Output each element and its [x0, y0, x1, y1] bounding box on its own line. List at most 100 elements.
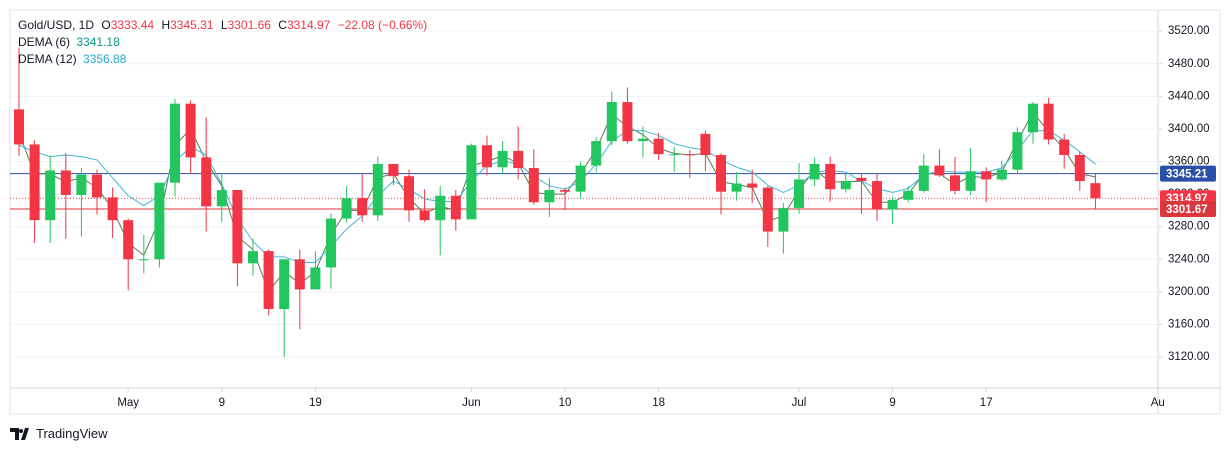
- candle-body: [310, 267, 321, 290]
- candle-body: [716, 155, 726, 192]
- candle-body: [965, 171, 976, 191]
- candle-body: [762, 187, 773, 232]
- x-tick-label: 9: [219, 397, 225, 409]
- ohlc-row: Gold/USD, 1D O3333.44 H3345.31 L3301.66 …: [18, 17, 427, 34]
- y-tick-label: 3480.00: [1168, 58, 1210, 70]
- candle-body: [170, 103, 180, 183]
- open-prefix: O: [101, 18, 111, 32]
- indicator-value: 3341.18: [76, 35, 120, 49]
- y-tick-label: 3440.00: [1168, 90, 1210, 102]
- candle-body: [840, 181, 851, 190]
- x-tick-label: 18: [652, 397, 665, 409]
- candle-body: [29, 144, 40, 221]
- candle-body: [123, 220, 134, 260]
- candle-body: [622, 102, 633, 142]
- candle-body: [154, 182, 165, 260]
- indicator-row: DEMA (12) 3356.88: [18, 51, 427, 68]
- candle-body: [684, 154, 695, 156]
- candle-body: [544, 190, 555, 203]
- candle-body: [107, 197, 118, 221]
- indicator-value: 3356.88: [83, 52, 127, 66]
- candle-body: [76, 174, 87, 195]
- open-value: 3333.44: [110, 18, 155, 32]
- candle-body: [14, 109, 24, 145]
- branding: TradingView: [10, 426, 108, 441]
- indicator-name: DEMA (6): [18, 35, 71, 49]
- y-tick-label: 3240.00: [1168, 253, 1210, 265]
- close-value: 3314.97: [286, 18, 331, 32]
- candle-body: [357, 198, 368, 216]
- candle-body: [1028, 103, 1038, 133]
- candle-body: [825, 163, 836, 190]
- candle-body: [918, 165, 929, 191]
- candle-body: [700, 133, 711, 156]
- candle-body: [466, 145, 477, 220]
- x-tick-label: May: [117, 397, 139, 409]
- close-prefix: C: [278, 18, 287, 32]
- symbol: Gold/USD, 1D: [18, 18, 95, 32]
- candle-body: [887, 199, 898, 210]
- y-tick-label: 3200.00: [1168, 286, 1210, 298]
- candle-body: [669, 154, 680, 156]
- legend: Gold/USD, 1D O3333.44 H3345.31 L3301.66 …: [18, 17, 427, 68]
- candle-body: [1043, 103, 1054, 140]
- candle-body: [216, 190, 227, 207]
- x-tick-label: Au: [1151, 397, 1165, 409]
- candle-body: [201, 157, 212, 207]
- candle-body: [934, 165, 945, 176]
- x-tick-label: 17: [980, 397, 993, 409]
- x-tick-label: Jul: [792, 397, 807, 409]
- candle-body: [794, 179, 804, 208]
- candle-body: [575, 165, 586, 192]
- candle-body: [731, 183, 742, 192]
- x-tick-label: 19: [309, 397, 322, 409]
- candle-body: [1090, 183, 1101, 199]
- candle-body: [185, 103, 196, 158]
- candle-body: [419, 210, 430, 221]
- price-tag-label: 3345.21: [1166, 169, 1208, 181]
- candle-body: [45, 170, 56, 221]
- candle-body: [92, 174, 102, 198]
- candle-body: [248, 251, 258, 264]
- low-prefix: L: [220, 18, 228, 32]
- y-tick-label: 3280.00: [1168, 221, 1210, 233]
- candle-body: [872, 181, 882, 210]
- candle-body: [60, 170, 71, 195]
- candle-body: [809, 163, 820, 180]
- candle-body: [1059, 139, 1070, 156]
- x-tick-label: 10: [559, 397, 572, 409]
- candle-body: [996, 169, 1007, 180]
- x-tick-label: Jun: [462, 397, 481, 409]
- candle-body: [294, 259, 305, 290]
- candle-body: [591, 141, 602, 166]
- candle-body: [450, 195, 461, 220]
- candle-body: [560, 190, 570, 192]
- y-tick-label: 3120.00: [1168, 351, 1210, 363]
- indicator-line: [18, 111, 1096, 293]
- candle-body: [1012, 132, 1023, 170]
- candle-body: [606, 102, 617, 142]
- candle-body: [279, 259, 290, 309]
- y-tick-label: 3360.00: [1168, 156, 1210, 168]
- candle-body: [747, 183, 758, 188]
- y-tick-label: 3160.00: [1168, 318, 1210, 330]
- plot-frame: [9, 9, 1221, 415]
- y-tick-label: 3520.00: [1168, 25, 1210, 37]
- candle-body: [778, 207, 789, 232]
- candle-body: [981, 171, 992, 180]
- candle-body: [1074, 155, 1085, 182]
- candle-body: [950, 175, 960, 191]
- x-tick-label: 9: [889, 397, 895, 409]
- candle-body: [856, 177, 867, 182]
- candle-body: [388, 163, 399, 177]
- indicator-name: DEMA (12): [18, 52, 77, 66]
- candle-body: [404, 176, 414, 211]
- candle-body: [138, 259, 149, 261]
- candle-body: [435, 195, 446, 221]
- candle-body: [653, 138, 664, 155]
- candle-body: [903, 190, 914, 200]
- brand-name: TradingView: [36, 426, 108, 441]
- indicator-row: DEMA (6) 3341.18: [18, 34, 427, 51]
